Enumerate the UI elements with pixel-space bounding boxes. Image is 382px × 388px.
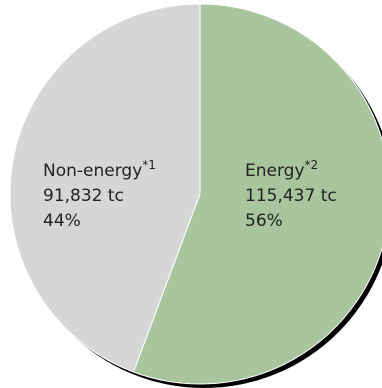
value-non-energy: 91,832 tc (43, 186, 124, 206)
name-non-energy: Non-energy (43, 161, 142, 181)
slice-non-energy (9, 3, 201, 373)
percent-non-energy: 44% (43, 211, 81, 231)
svg-text:Non-energy*1: Non-energy*1 (43, 158, 156, 181)
svg-text:Energy*2: Energy*2 (245, 158, 318, 181)
label-energy: Energy*2 115,437 tc 56% (245, 158, 337, 231)
marker-energy: * (305, 158, 311, 172)
slice-energy (132, 3, 382, 385)
name-energy: Energy (245, 161, 305, 181)
label-non-energy: Non-energy*1 91,832 tc 44% (43, 158, 156, 231)
value-energy: 115,437 tc (245, 186, 337, 206)
percent-energy: 56% (245, 211, 283, 231)
marker-non-energy: * (142, 158, 148, 172)
note-energy: 2 (311, 158, 319, 172)
note-non-energy: 1 (148, 158, 156, 172)
